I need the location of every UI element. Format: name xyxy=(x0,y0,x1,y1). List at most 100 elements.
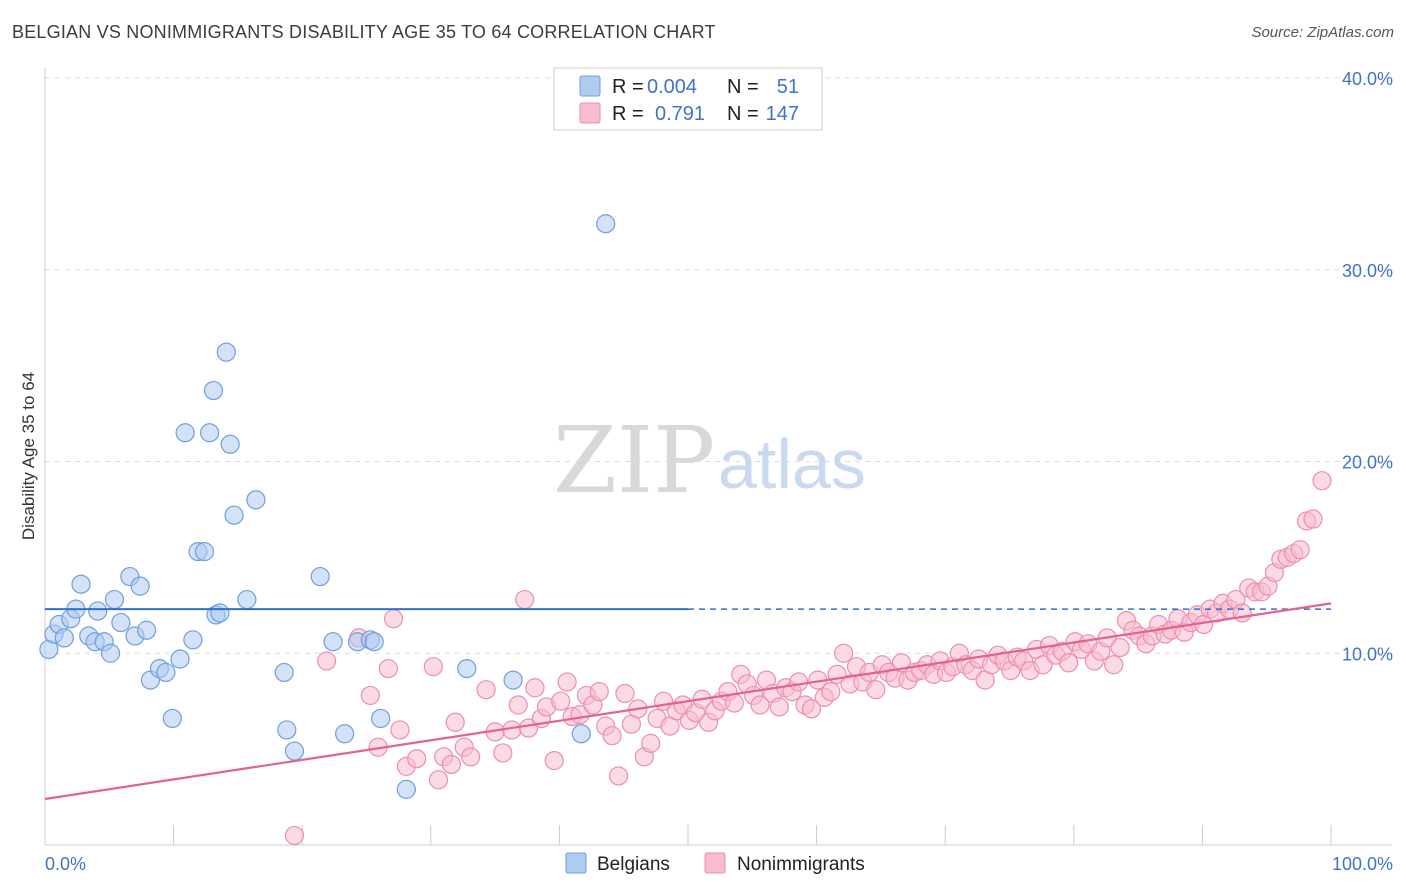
y-axis-tick-labels: 10.0% 20.0% 30.0% 40.0% xyxy=(1342,69,1393,664)
nonimmigrant-point-27 xyxy=(544,751,564,771)
nonimmigrant-point-38 xyxy=(615,683,635,704)
nonimmigrant-point-9 xyxy=(407,749,427,769)
belgian-point-26 xyxy=(194,542,215,562)
belgian-point-21 xyxy=(162,708,182,729)
belgian-point-33 xyxy=(224,505,244,525)
nonimmigrant-point-72 xyxy=(834,643,854,663)
legend-box: R = 0.004 N = 51 R = 0.791 N = 147 xyxy=(553,67,823,131)
nonimmigrant-point-65 xyxy=(788,672,809,692)
legend-n-value-belgians: 51 xyxy=(777,76,799,98)
nonimmigrant-point-107 xyxy=(1059,653,1079,673)
belgian-point-50 xyxy=(364,632,384,652)
legend-swatch-nonimmigrants xyxy=(579,102,601,124)
bottom-legend-label-belgians: Belgians xyxy=(597,854,670,875)
belgian-point-13 xyxy=(111,612,131,633)
y-tick-label-30: 30.0% xyxy=(1342,261,1393,281)
belgian-point-32 xyxy=(220,434,240,454)
legend-r-label-belgians: R = xyxy=(612,76,644,98)
belgian-point-30 xyxy=(210,603,230,623)
belgian-point-37 xyxy=(277,720,297,740)
legend-n-value-nonimmigrants: 147 xyxy=(766,103,799,125)
belgian-point-16 xyxy=(130,576,150,596)
y-axis-label: Disability Age 35 to 64 xyxy=(19,372,38,540)
y-tick-label-10: 10.0% xyxy=(1342,644,1393,664)
belgian-point-35 xyxy=(246,490,266,510)
watermark: ZIP atlas xyxy=(553,407,866,514)
nonimmigrant-point-34 xyxy=(589,681,609,702)
nonimmigrant-point-6 xyxy=(383,609,404,629)
belgian-point-31 xyxy=(216,342,236,362)
x-axis-ticks xyxy=(173,825,1332,845)
nonimmigrant-point-103 xyxy=(1033,655,1053,675)
nonimmigrant-point-11 xyxy=(428,770,449,790)
legend-n-label-belgians: N = xyxy=(727,76,759,98)
nonimmigrant-point-16 xyxy=(461,747,481,767)
nonimmigrant-point-70 xyxy=(821,681,841,702)
nonimmigrant-point-143 xyxy=(1290,540,1310,560)
belgian-point-11 xyxy=(100,643,121,663)
belgian-point-44 xyxy=(371,708,391,729)
chart-title: BELGIAN VS NONIMMIGRANTS DISABILITY AGE … xyxy=(12,22,716,42)
x-tick-label-max: 100.0% xyxy=(1332,854,1393,874)
belgian-point-45 xyxy=(396,779,416,799)
belgian-point-6 xyxy=(71,574,91,594)
bottom-legend: Belgians Nonimmigrants xyxy=(565,852,865,875)
x-tick-label-min: 0.0% xyxy=(45,854,86,874)
belgian-point-41 xyxy=(335,724,355,744)
belgian-point-38 xyxy=(284,741,305,761)
nonimmigrant-point-55 xyxy=(724,693,744,713)
belgian-point-39 xyxy=(310,566,330,587)
nonimmigrant-point-10 xyxy=(423,657,443,677)
nonimmigrant-point-59 xyxy=(750,695,770,715)
source-label: Source: ZipAtlas.com xyxy=(1251,24,1394,41)
bottom-legend-swatch-belgians xyxy=(565,852,587,874)
bottom-legend-swatch-nonimmigrants xyxy=(704,852,726,874)
nonimmigrant-point-37 xyxy=(608,766,629,786)
belgian-point-24 xyxy=(183,630,203,650)
belgian-point-47 xyxy=(503,670,523,690)
nonimmigrant-point-67 xyxy=(801,699,822,719)
belgian-point-27 xyxy=(200,423,220,443)
belgian-point-34 xyxy=(237,589,257,610)
belgian-point-48 xyxy=(571,724,591,744)
nonimmigrant-point-42 xyxy=(641,733,661,753)
belgian-point-9 xyxy=(88,601,108,621)
watermark-atlas: atlas xyxy=(718,425,866,503)
nonimmigrant-point-62 xyxy=(769,697,789,717)
nonimmigrant-point-36 xyxy=(602,726,622,746)
nonimmigrant-point-13 xyxy=(441,754,461,775)
legend-n-label-nonimmigrants: N = xyxy=(727,103,759,125)
nonimmigrant-point-7 xyxy=(390,720,410,740)
legend-r-label-nonimmigrants: R = xyxy=(612,103,644,125)
watermark-zip: ZIP xyxy=(553,407,715,514)
belgian-point-36 xyxy=(274,662,294,683)
nonimmigrant-point-115 xyxy=(1110,637,1130,658)
belgian-point-3 xyxy=(54,628,74,648)
belgian-point-20 xyxy=(156,662,176,683)
nonimmigrant-point-145 xyxy=(1303,509,1323,529)
nonimmigrant-point-5 xyxy=(378,658,398,679)
nonimmigrant-point-24 xyxy=(525,678,545,698)
nonimmigrant-point-134 xyxy=(1232,603,1252,623)
bottom-legend-label-nonimmigrants: Nonimmigrants xyxy=(737,854,865,875)
nonimmigrant-point-17 xyxy=(476,680,496,700)
legend-r-value-belgians: 0.004 xyxy=(647,76,697,98)
nonimmigrant-point-3 xyxy=(360,685,380,706)
belgian-point-40 xyxy=(323,632,343,652)
belgian-point-23 xyxy=(175,423,195,443)
nonimmigrant-point-0 xyxy=(284,825,305,846)
gridlines xyxy=(45,77,1392,654)
nonimmigrant-point-28 xyxy=(551,691,571,711)
belgian-point-17 xyxy=(136,620,157,640)
belgian-point-28 xyxy=(203,380,224,401)
nonimmigrant-point-29 xyxy=(557,672,577,692)
belgians-points xyxy=(39,214,616,799)
nonimmigrants-trendline xyxy=(44,602,1332,801)
nonimmigrant-point-19 xyxy=(493,743,513,763)
nonimmigrants-points xyxy=(284,471,1332,846)
nonimmigrant-point-146 xyxy=(1312,471,1332,491)
nonimmigrant-point-77 xyxy=(866,680,886,700)
nonimmigrant-point-14 xyxy=(445,712,465,732)
nonimmigrant-point-23 xyxy=(518,718,539,738)
